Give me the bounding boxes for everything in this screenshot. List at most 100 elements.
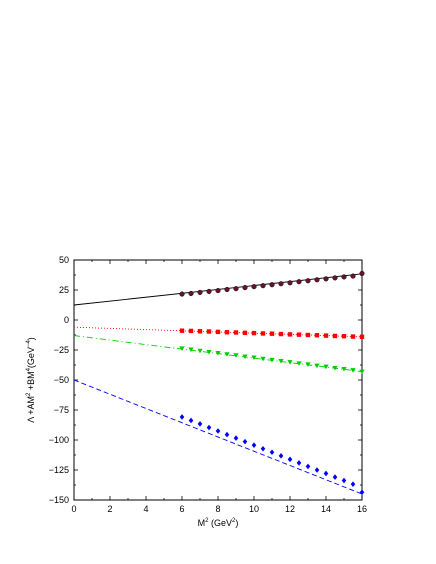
- series-4-point: [188, 417, 194, 424]
- series-2-point: [296, 332, 302, 337]
- y-tick-label: 50: [59, 255, 69, 265]
- x-tick-label: 16: [357, 504, 367, 514]
- series-2-point: [287, 332, 293, 337]
- series-1-point: [296, 279, 302, 285]
- series-2-point: [332, 333, 338, 339]
- series-1-point: [359, 270, 365, 276]
- series-2-point: [197, 329, 203, 334]
- y-tick-label: −50: [54, 375, 69, 385]
- axis-ticks: 0 2 4 6 8 10 12 14 16 50 25 0 −25 −50 −75 −100 −125 −150: [49, 255, 367, 514]
- series-3-point: [296, 361, 302, 366]
- series-2-point: [350, 334, 356, 339]
- series-4-point: [314, 467, 320, 473]
- series-2-point: [179, 328, 185, 333]
- series-3-point: [188, 347, 194, 353]
- series-4-point: [332, 474, 338, 480]
- series-1-point: [269, 282, 275, 288]
- series-2-point: [188, 328, 194, 334]
- x-tick-label: 2: [107, 504, 112, 514]
- series-3-point: [359, 369, 365, 375]
- series-3-point: [179, 346, 185, 351]
- series-4-point: [359, 489, 365, 495]
- y-tick-label: −75: [54, 405, 69, 415]
- series-1-point: [287, 280, 293, 286]
- series-4-point: [341, 477, 347, 484]
- series-3-point: [278, 359, 284, 364]
- series-4-point: [197, 421, 203, 427]
- series-1-point: [332, 275, 338, 281]
- series-1-point: [206, 288, 212, 294]
- series-1-point: [305, 278, 311, 284]
- series-4-point: [305, 463, 311, 470]
- x-tick-label: 8: [215, 504, 220, 514]
- series-3-point: [350, 368, 356, 373]
- series-3-point: [323, 364, 329, 370]
- series-4-point: [350, 481, 356, 487]
- series-3-point: [332, 365, 338, 371]
- series-lines: [73, 273, 363, 495]
- series-2-point: [278, 331, 284, 337]
- y-tick-label: −125: [49, 465, 69, 475]
- series-1-point: [179, 291, 185, 297]
- series-1-point: [314, 277, 320, 283]
- series-1-point: [233, 286, 239, 292]
- series-2-point: [305, 332, 311, 338]
- series-3-point: [305, 362, 311, 367]
- series-3-point: [224, 352, 230, 357]
- series-1-point: [260, 283, 266, 289]
- series-2-point: [206, 329, 212, 334]
- series-1-point: [278, 281, 284, 287]
- y-tick-label: −150: [49, 495, 69, 505]
- series-2-point: [269, 331, 275, 336]
- series-1-point: [251, 284, 257, 290]
- series-2-point: [251, 330, 257, 336]
- series-4-point: [260, 445, 266, 452]
- series-4-point: [287, 456, 293, 463]
- series-3-point: [206, 349, 212, 355]
- y-tick-label: −25: [54, 345, 69, 355]
- series-4-point: [251, 442, 257, 448]
- series-1-point: [350, 273, 356, 279]
- series-4-point: [233, 435, 239, 441]
- x-tick-label: 6: [179, 504, 184, 514]
- series-3-point: [197, 348, 203, 354]
- series-2-point: [314, 333, 320, 338]
- x-axis-label: M2 (GeV2): [198, 518, 239, 528]
- series-4-point: [278, 453, 284, 459]
- series-3-point: [242, 354, 248, 360]
- series-4-point: [179, 414, 185, 420]
- series-4-point: [269, 449, 275, 456]
- series-3-point: [341, 366, 347, 372]
- series-2-point: [242, 330, 248, 336]
- series-2-point: [359, 334, 365, 339]
- series-1-point: [242, 285, 248, 291]
- series-2-point: [341, 334, 347, 339]
- series-3-point: [251, 355, 257, 361]
- series-4-line: [73, 379, 363, 495]
- series-2-point: [215, 329, 221, 335]
- series-3-point: [233, 353, 239, 358]
- series-3-point: [215, 351, 221, 356]
- series-1-point: [224, 286, 230, 293]
- series-4-point: [242, 438, 248, 445]
- x-tick-label: 4: [143, 504, 148, 514]
- series-2-point: [323, 333, 329, 338]
- plot-frame: [73, 259, 363, 501]
- series-markers: [179, 270, 365, 495]
- x-tick-label: 0: [71, 504, 76, 514]
- series-1-point: [341, 274, 347, 280]
- x-tick-label: 14: [321, 504, 331, 514]
- series-1-point: [188, 290, 194, 297]
- y-tick-label: 25: [59, 285, 69, 295]
- series-2-point: [233, 330, 239, 335]
- y-tick-label: −100: [49, 435, 69, 445]
- series-3-point: [260, 356, 266, 362]
- series-4-point: [215, 428, 221, 434]
- y-tick-label: 0: [64, 315, 69, 325]
- series-3-point: [269, 357, 275, 363]
- series-1-point: [323, 276, 329, 282]
- series-3-point: [314, 363, 320, 369]
- series-1-point: [215, 288, 221, 294]
- series-2-point: [260, 331, 266, 336]
